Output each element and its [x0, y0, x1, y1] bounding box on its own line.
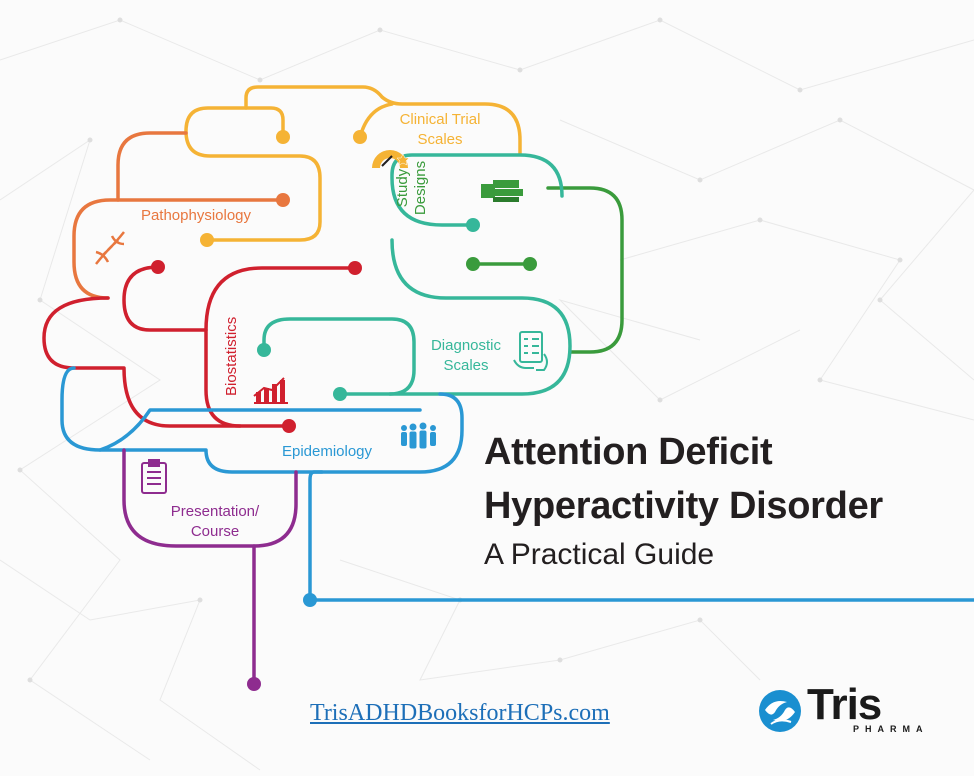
dna-icon [95, 231, 125, 265]
people-icon [401, 422, 436, 449]
logo-subtext: PHARMA [853, 724, 929, 734]
label-epidemiology: Epidemiology [281, 443, 373, 460]
books-icon [481, 180, 523, 202]
logo-wordmark: Tris [807, 680, 882, 729]
bar-chart-icon [253, 377, 288, 404]
label-presentation-line1: Presentation/ [170, 503, 260, 520]
label-clinical-trial-line2: Scales [417, 131, 463, 148]
website-link[interactable]: TrisADHDBooksforHCPs.com [310, 700, 610, 726]
tris-pharma-logo: Tris PHARMA [757, 680, 937, 738]
title-line-2: Hyperactivity Disorder [484, 485, 883, 527]
label-diagnostic-line1: Diagnostic [430, 337, 502, 354]
line-study-designs [546, 186, 624, 354]
label-presentation-course: Presentation/ Course [152, 502, 278, 542]
page-subtitle: A Practical Guide [484, 538, 715, 571]
label-clinical-trial-scales: Clinical Trial Scales [388, 110, 492, 150]
page-title: Attention Deficit Hyperactivity Disorder [484, 425, 883, 533]
label-diagnostic-scales: Diagnostic Scales [418, 336, 514, 376]
line-presentation [122, 448, 298, 548]
clipboard-icon [141, 459, 167, 494]
line-clinical-trial [184, 106, 322, 242]
line-biostatistics [122, 265, 357, 332]
label-presentation-line2: Course [190, 523, 240, 540]
title-line-1: Attention Deficit [484, 431, 773, 473]
label-clinical-trial-line1: Clinical Trial [399, 111, 481, 128]
checklist-icon [513, 331, 548, 371]
label-diagnostic-line2: Scales [443, 357, 489, 374]
line-diagnostic [390, 153, 564, 227]
line-pathophysiology [72, 131, 188, 300]
line-epidemiology [60, 366, 464, 474]
label-biostatistics: Biostatistics [223, 316, 240, 396]
label-study-line1: Study [394, 168, 411, 208]
label-study-line2: Designs [412, 160, 429, 216]
label-study-designs: Study Designs [394, 148, 430, 228]
tris-logo-icon [759, 690, 801, 732]
label-pathophysiology: Pathophysiology [140, 207, 252, 224]
gauge-icon [372, 150, 410, 168]
